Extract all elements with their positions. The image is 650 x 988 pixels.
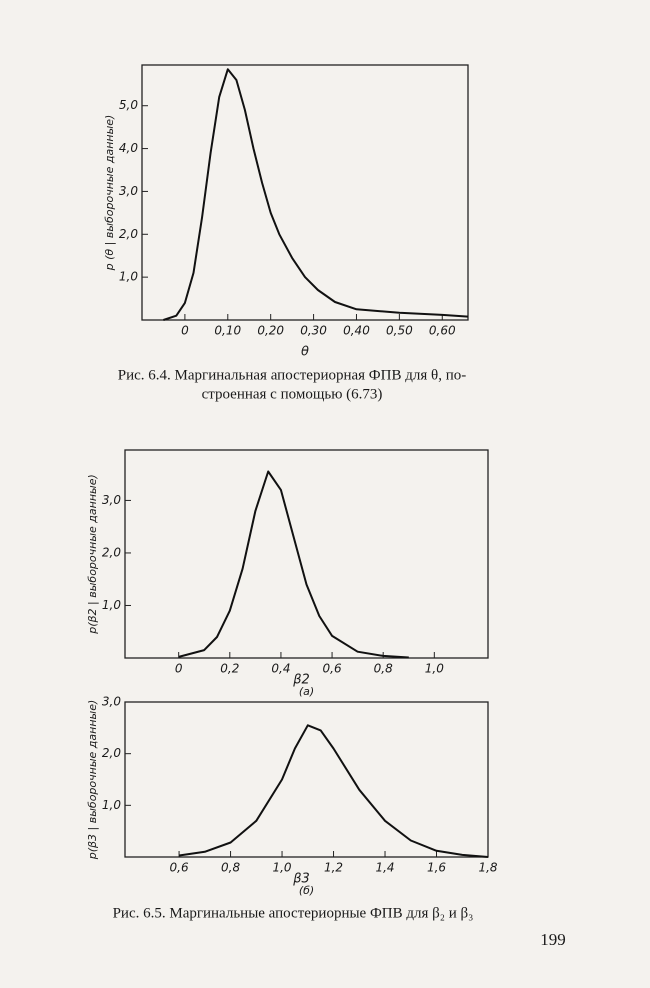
page-number: 199 xyxy=(540,930,566,949)
curve xyxy=(163,68,469,321)
x-tick-label: 0,30 xyxy=(300,324,327,338)
y-tick-label: 1,0 xyxy=(102,798,121,812)
y-tick-label: 3,0 xyxy=(102,695,121,709)
x-tick-label: 0,20 xyxy=(257,324,284,338)
x-tick-label: 0 xyxy=(181,324,189,338)
y-tick-label: 1,0 xyxy=(119,270,138,284)
y-axis-label: p(β2 | выборочные данные) xyxy=(86,474,99,635)
subtitle: (а) xyxy=(299,685,314,698)
x-tick-label: 0,60 xyxy=(429,324,456,338)
x-tick-label: 1,0 xyxy=(272,861,291,875)
plot-frame xyxy=(124,701,489,858)
y-tick-label: 2,0 xyxy=(102,746,121,760)
x-tick-label: 0,2 xyxy=(220,662,239,676)
x-tick-label: 1,6 xyxy=(427,861,446,875)
x-axis-label: β3 xyxy=(292,872,310,887)
caption: строенная с помощью (6.73) xyxy=(202,386,383,402)
caption: Рис. 6.4. Маргинальная апостериорная ФПВ… xyxy=(118,367,466,383)
x-axis-label: θ xyxy=(301,345,309,360)
curve xyxy=(178,724,489,858)
x-tick-label: 1,8 xyxy=(478,861,497,875)
y-tick-label: 2,0 xyxy=(119,227,138,241)
x-tick-label: 1,4 xyxy=(375,861,394,875)
y-axis-label: p(β3 | выборочные данные) xyxy=(86,700,99,861)
plot-frame xyxy=(141,64,469,321)
y-tick-label: 3,0 xyxy=(119,184,138,198)
x-tick-label: 0,50 xyxy=(386,324,413,338)
x-axis-label: β2 xyxy=(292,673,310,688)
x-tick-label: 0,6 xyxy=(170,861,189,875)
x-tick-label: 1,0 xyxy=(425,662,444,676)
y-tick-label: 5,0 xyxy=(119,98,138,112)
subtitle: (б) xyxy=(299,884,314,897)
x-tick-label: 0,10 xyxy=(214,324,241,338)
x-tick-label: 0,8 xyxy=(221,861,240,875)
curve xyxy=(178,470,409,659)
caption: Рис. 6.5. Маргинальные апостериорные ФПВ… xyxy=(113,905,474,921)
y-tick-label: 2,0 xyxy=(102,545,121,559)
x-tick-label: 0,40 xyxy=(343,324,370,338)
x-tick-label: 0,4 xyxy=(271,662,290,676)
x-tick-label: 0,8 xyxy=(374,662,393,676)
y-axis-label: p (θ | выборочные данные) xyxy=(103,115,116,272)
y-tick-label: 1,0 xyxy=(102,598,121,612)
x-tick-label: 1,2 xyxy=(324,861,343,875)
y-tick-label: 3,0 xyxy=(102,493,121,507)
x-tick-label: 0 xyxy=(175,662,183,676)
plot-frame xyxy=(124,449,489,659)
x-tick-label: 0,6 xyxy=(323,662,342,676)
y-tick-label: 4,0 xyxy=(119,141,138,155)
